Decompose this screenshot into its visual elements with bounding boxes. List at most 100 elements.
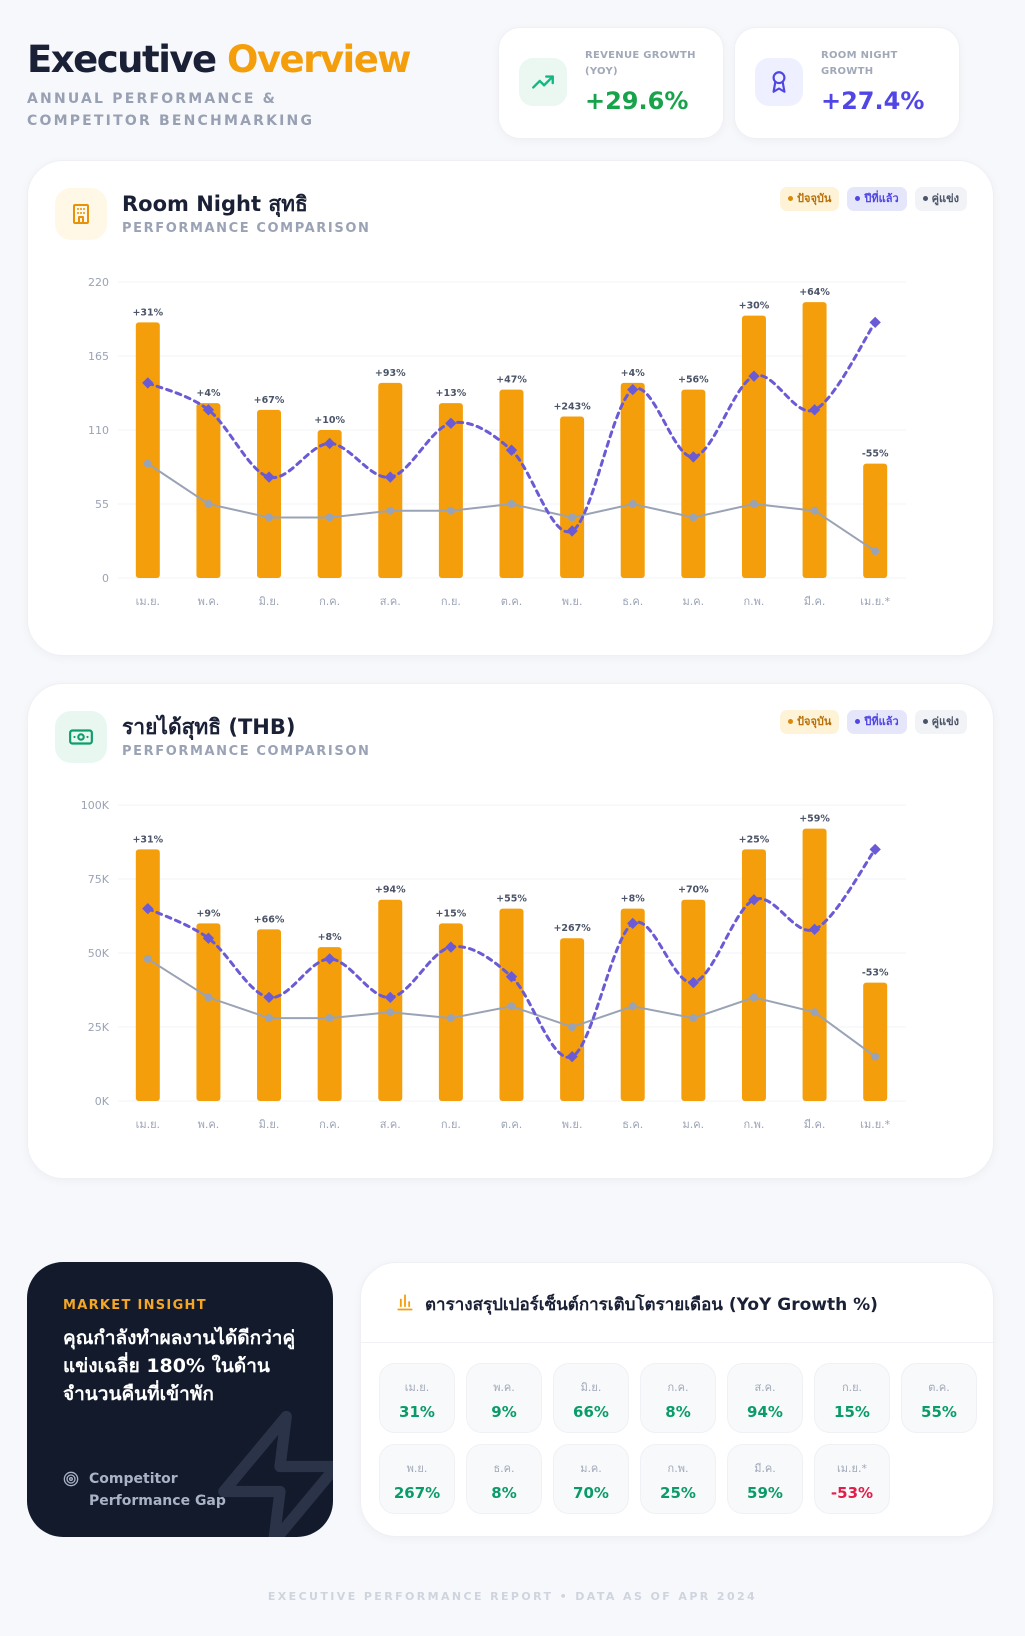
target-icon	[63, 1471, 79, 1487]
insight-footer: Competitor Performance Gap	[63, 1468, 279, 1512]
competitor-point	[568, 1023, 577, 1031]
competitor-point	[325, 513, 334, 522]
x-tick-label: ต.ค.	[501, 1118, 523, 1131]
growth-cell: ก.พ. 25%	[640, 1444, 716, 1514]
growth-cell-month: ส.ค.	[754, 1381, 776, 1394]
x-tick-label: ม.ค.	[683, 595, 705, 608]
last-year-point	[808, 404, 821, 416]
x-tick-label: เม.ย.	[136, 595, 160, 608]
award-ribbon-icon	[755, 58, 803, 106]
bar-data-label: +267%	[553, 923, 591, 934]
growth-cell: พ.ค. 9%	[466, 1363, 542, 1433]
bar-current	[257, 409, 282, 578]
y-tick-label: 25K	[88, 1021, 110, 1034]
bar-data-label: +25%	[739, 834, 770, 845]
competitor-point	[568, 513, 577, 522]
competitor-point	[810, 506, 819, 515]
last-year-point	[808, 923, 821, 935]
growth-cell-value: 15%	[834, 1403, 870, 1421]
bar-current	[741, 849, 766, 1101]
bar-data-label: +56%	[678, 375, 709, 386]
bar-data-label: +30%	[739, 301, 770, 312]
last-year-point	[748, 894, 760, 906]
bar-data-label: +9%	[196, 908, 221, 919]
revenue-chart: 0K 25K 50K 75K 100K +31% เม.ย. +9% พ.ค. +66% มิ.ย.…	[81, 799, 906, 1131]
last-year-point	[869, 316, 881, 329]
legend-last-year: ปีที่แล้ว	[847, 710, 907, 734]
banknote-icon	[55, 711, 107, 763]
x-tick-label: ก.พ.	[744, 595, 765, 608]
y-tick-label: 100K	[81, 799, 110, 812]
page-subtitle: ANNUAL PERFORMANCE & COMPETITOR BENCHMAR…	[27, 91, 315, 129]
last-year-point	[323, 953, 336, 965]
last-year-point	[566, 525, 578, 537]
y-tick-label: 110	[88, 424, 109, 437]
bar-data-label: +10%	[314, 415, 345, 426]
growth-summary-table: ตารางสรุปเปอร์เซ็นต์การเติบโตรายเดือน (Y…	[360, 1262, 994, 1537]
legend-current: ปัจจุบัน	[780, 187, 840, 211]
last-year-point	[627, 917, 639, 930]
growth-cell: เม.ย. 31%	[379, 1363, 455, 1433]
competitor-point	[871, 547, 880, 556]
page-header: Executive Overview ANNUAL PERFORMANCE & …	[27, 38, 507, 132]
bar-data-label: +94%	[375, 885, 406, 896]
growth-cell-value: 25%	[660, 1484, 696, 1502]
last-year-point	[445, 941, 457, 953]
competitor-point	[143, 459, 152, 468]
kpi-label: REVENUE GROWTH (YOY)	[585, 50, 696, 77]
room-night-chart-card: 0 55 110 165 220 +31% เม.ย. +4% พ.ค. +67% มิ.ย. +10…	[27, 160, 994, 656]
y-tick-label: 0	[102, 572, 109, 585]
growth-cell: ก.ย. 15%	[814, 1363, 890, 1433]
bar-current	[438, 403, 463, 578]
growth-cell-month: ก.ย.	[841, 1381, 863, 1394]
x-tick-label: มี.ค.	[804, 595, 826, 608]
bar-data-label: +8%	[318, 932, 343, 943]
y-tick-label: 165	[88, 350, 109, 363]
page-footer: EXECUTIVE PERFORMANCE REPORT • DATA AS O…	[267, 1590, 758, 1603]
competitor-point	[446, 506, 455, 515]
legend-competitor: คู่แข่ง	[914, 187, 967, 211]
bar-current	[802, 302, 827, 578]
growth-cell-month: ธ.ค.	[493, 1462, 515, 1475]
bar-current	[681, 899, 706, 1101]
last-year-point	[869, 843, 881, 856]
growth-cell-value: 59%	[747, 1484, 783, 1502]
x-tick-label: ก.พ.	[744, 1118, 765, 1131]
growth-cell-month: ก.ค.	[667, 1381, 689, 1394]
x-tick-label: มิ.ย.	[259, 1118, 280, 1131]
x-tick-label: เม.ย.*	[860, 595, 890, 608]
x-tick-label: เม.ย.	[136, 1118, 160, 1131]
bar-data-label: +31%	[132, 834, 163, 845]
chart-title: รายได้สุทธิ (THB)	[122, 715, 296, 739]
competitor-point	[871, 1052, 880, 1061]
legend-last-year: ปีที่แล้ว	[847, 187, 907, 211]
bar-chart-icon	[397, 1294, 413, 1311]
x-tick-label: พ.ค.	[198, 1118, 220, 1131]
legend-competitor: คู่แข่ง	[914, 710, 967, 734]
x-tick-label: ก.ค.	[319, 595, 340, 608]
kpi-card-room-night-growth: ROOM NIGHT GROWTH +27.4%	[734, 27, 960, 139]
bar-data-label: +243%	[553, 402, 591, 413]
kpi-value: +27.4%	[821, 87, 925, 115]
growth-cell-value: 31%	[399, 1403, 435, 1421]
growth-cell-month: พ.ค.	[493, 1381, 515, 1394]
bar-data-label: +93%	[375, 368, 406, 379]
x-tick-label: พ.ย.	[562, 595, 583, 608]
growth-cell-value: 94%	[747, 1403, 783, 1421]
competitor-point	[628, 1002, 637, 1011]
x-tick-label: ม.ค.	[683, 1118, 705, 1131]
bar-data-label: -55%	[862, 449, 889, 460]
bar-current	[863, 463, 888, 578]
bar-data-label: +70%	[678, 885, 709, 896]
bar-current	[438, 923, 463, 1101]
growth-cell-value: -53%	[830, 1484, 874, 1502]
bar-data-label: -53%	[862, 968, 889, 979]
growth-grid: เม.ย. 31% พ.ค. 9% มิ.ย. 66% ก.ค. 8% ส.ค. 94% ก.ย. 1…	[379, 1363, 977, 1514]
growth-cell: มิ.ย. 66%	[553, 1363, 629, 1433]
chart-subtitle: PERFORMANCE COMPARISON	[122, 221, 371, 236]
bar-current	[560, 938, 585, 1101]
legend-current: ปัจจุบัน	[780, 710, 840, 734]
growth-cell-month: พ.ย.	[406, 1462, 428, 1475]
last-year-point	[748, 370, 760, 382]
growth-cell: ส.ค. 94%	[727, 1363, 803, 1433]
